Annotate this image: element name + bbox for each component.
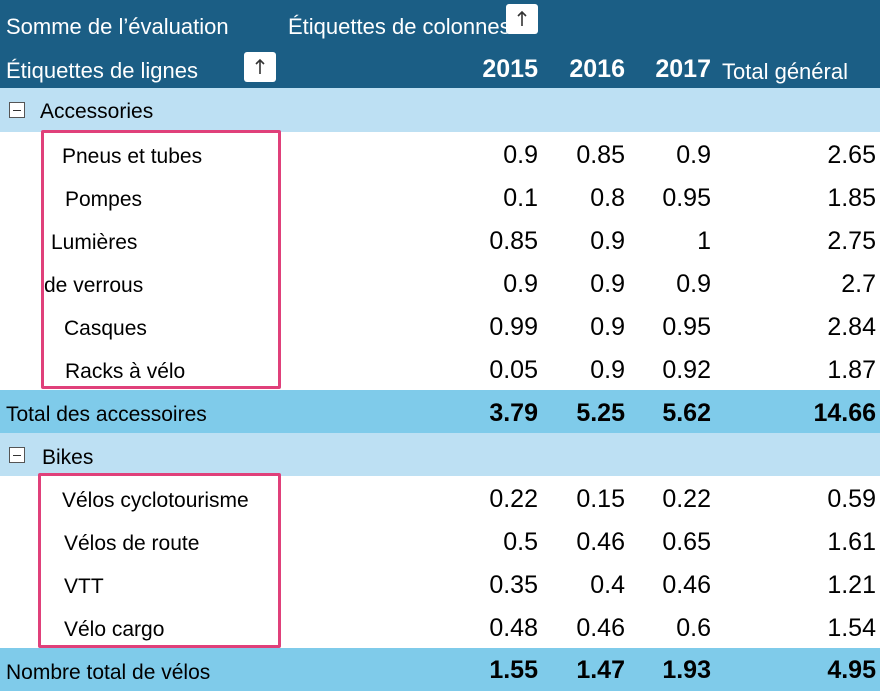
value-2015: 0.9 — [503, 141, 538, 169]
total-2015: 1.55 — [489, 656, 538, 684]
value-2017: 0.9 — [676, 141, 711, 169]
total-grand-total: 4.95 — [827, 656, 876, 684]
subtotal-label: Nombre total de vélos — [6, 661, 211, 684]
column-header-2017: 2017 — [655, 55, 711, 83]
value-2017: 0.95 — [662, 313, 711, 341]
row-label: Pompes — [65, 188, 143, 211]
row-labels-field[interactable]: Étiquettes de lignes — [6, 58, 199, 83]
value-2016: 0.85 — [576, 141, 625, 169]
group-label: Bikes — [42, 446, 94, 469]
row-label: Lumières — [51, 231, 138, 254]
collapse-minus-icon[interactable] — [9, 102, 25, 118]
value-2017: 0.65 — [662, 528, 711, 556]
column-header-2016: 2016 — [569, 55, 625, 83]
total-2015: 3.79 — [489, 399, 538, 427]
subtotal-label: Total des accessoires — [6, 403, 207, 426]
total-2016: 1.47 — [576, 656, 625, 684]
row-label: Casques — [64, 317, 147, 340]
value-2015: 0.5 — [503, 528, 538, 556]
group-row-accessories[interactable]: Accessories — [0, 88, 880, 132]
value-2015: 0.1 — [503, 184, 538, 212]
total-grand-total: 14.66 — [813, 399, 876, 427]
sort-up-arrow-icon — [255, 58, 265, 74]
total-2017: 1.93 — [662, 656, 711, 684]
value-2017: 0.9 — [676, 270, 711, 298]
value-2016: 0.46 — [576, 614, 625, 642]
value-2016: 0.9 — [590, 356, 625, 384]
value-grand-total: 1.54 — [827, 614, 876, 642]
column-header-grand-total: Total général — [722, 59, 848, 84]
column-header-2015: 2015 — [482, 55, 538, 83]
highlight-box-accessories — [41, 130, 281, 389]
group-row-bikes[interactable]: Bikes — [0, 433, 880, 476]
table-row[interactable]: Racks à vélo 0.05 0.9 0.92 1.87 — [0, 347, 880, 390]
pivot-header-row-2: Étiquettes de lignes 2015 2016 2017 Tota… — [0, 48, 880, 88]
value-2015: 0.35 — [489, 571, 538, 599]
value-2016: 0.46 — [576, 528, 625, 556]
value-2017: 0.92 — [662, 356, 711, 384]
value-grand-total: 1.87 — [827, 356, 876, 384]
row-label: Vélos cyclotourisme — [62, 489, 249, 512]
value-grand-total: 1.61 — [827, 528, 876, 556]
values-field-label: Somme de l’évaluation — [6, 14, 229, 39]
total-2016: 5.25 — [576, 399, 625, 427]
value-grand-total: 2.84 — [827, 313, 876, 341]
column-sort-button[interactable] — [506, 4, 538, 34]
row-label: Pneus et tubes — [62, 145, 203, 168]
value-2015: 0.48 — [489, 614, 538, 642]
row-label: VTT — [64, 575, 104, 598]
highlight-box-bikes — [38, 473, 281, 648]
table-row[interactable]: Pneus et tubes 0.9 0.85 0.9 2.65 — [0, 132, 880, 175]
value-grand-total: 2.65 — [827, 141, 876, 169]
table-row[interactable]: VTT 0.35 0.4 0.46 1.21 — [0, 562, 880, 605]
table-row[interactable]: de verrous 0.9 0.9 0.9 2.7 — [0, 261, 880, 304]
value-2015: 0.22 — [489, 485, 538, 513]
row-sort-button[interactable] — [244, 52, 276, 82]
value-2015: 0.9 — [503, 270, 538, 298]
sort-up-arrow-icon — [517, 10, 527, 26]
group-label: Accessories — [40, 100, 154, 123]
subtotal-row-bikes[interactable]: Nombre total de vélos 1.55 1.47 1.93 4.9… — [0, 648, 880, 691]
row-label: Racks à vélo — [65, 360, 186, 383]
total-2017: 5.62 — [662, 399, 711, 427]
value-2016: 0.8 — [590, 184, 625, 212]
value-grand-total: 0.59 — [827, 485, 876, 513]
pivot-header-row-1: Somme de l’évaluation Étiquettes de colo… — [0, 0, 880, 48]
row-label: Vélo cargo — [64, 618, 165, 641]
table-row[interactable]: Vélo cargo 0.48 0.46 0.6 1.54 — [0, 605, 880, 648]
value-2017: 0.22 — [662, 485, 711, 513]
table-row[interactable]: Pompes 0.1 0.8 0.95 1.85 — [0, 175, 880, 218]
collapse-minus-icon[interactable] — [9, 447, 25, 463]
value-grand-total: 2.75 — [827, 227, 876, 255]
table-row[interactable]: Casques 0.99 0.9 0.95 2.84 — [0, 304, 880, 347]
value-2015: 0.85 — [489, 227, 538, 255]
value-2015: 0.05 — [489, 356, 538, 384]
table-row[interactable]: Vélos cyclotourisme 0.22 0.15 0.22 0.59 — [0, 476, 880, 519]
value-2016: 0.4 — [590, 571, 625, 599]
value-2017: 0.46 — [662, 571, 711, 599]
subtotal-row-accessories[interactable]: Total des accessoires 3.79 5.25 5.62 14.… — [0, 390, 880, 433]
column-labels-field[interactable]: Étiquettes de colonnes — [288, 14, 511, 39]
value-2016: 0.15 — [576, 485, 625, 513]
row-label: Vélos de route — [64, 532, 200, 555]
table-row[interactable]: Vélos de route 0.5 0.46 0.65 1.61 — [0, 519, 880, 562]
value-grand-total: 1.21 — [827, 571, 876, 599]
value-2015: 0.99 — [489, 313, 538, 341]
value-2017: 0.95 — [662, 184, 711, 212]
value-2016: 0.9 — [590, 270, 625, 298]
table-row[interactable]: Lumières 0.85 0.9 1 2.75 — [0, 218, 880, 261]
value-grand-total: 1.85 — [827, 184, 876, 212]
value-2016: 0.9 — [590, 227, 625, 255]
value-grand-total: 2.7 — [841, 270, 876, 298]
value-2017: 1 — [697, 227, 711, 255]
value-2016: 0.9 — [590, 313, 625, 341]
value-2017: 0.6 — [676, 614, 711, 642]
row-label: de verrous — [44, 274, 144, 297]
